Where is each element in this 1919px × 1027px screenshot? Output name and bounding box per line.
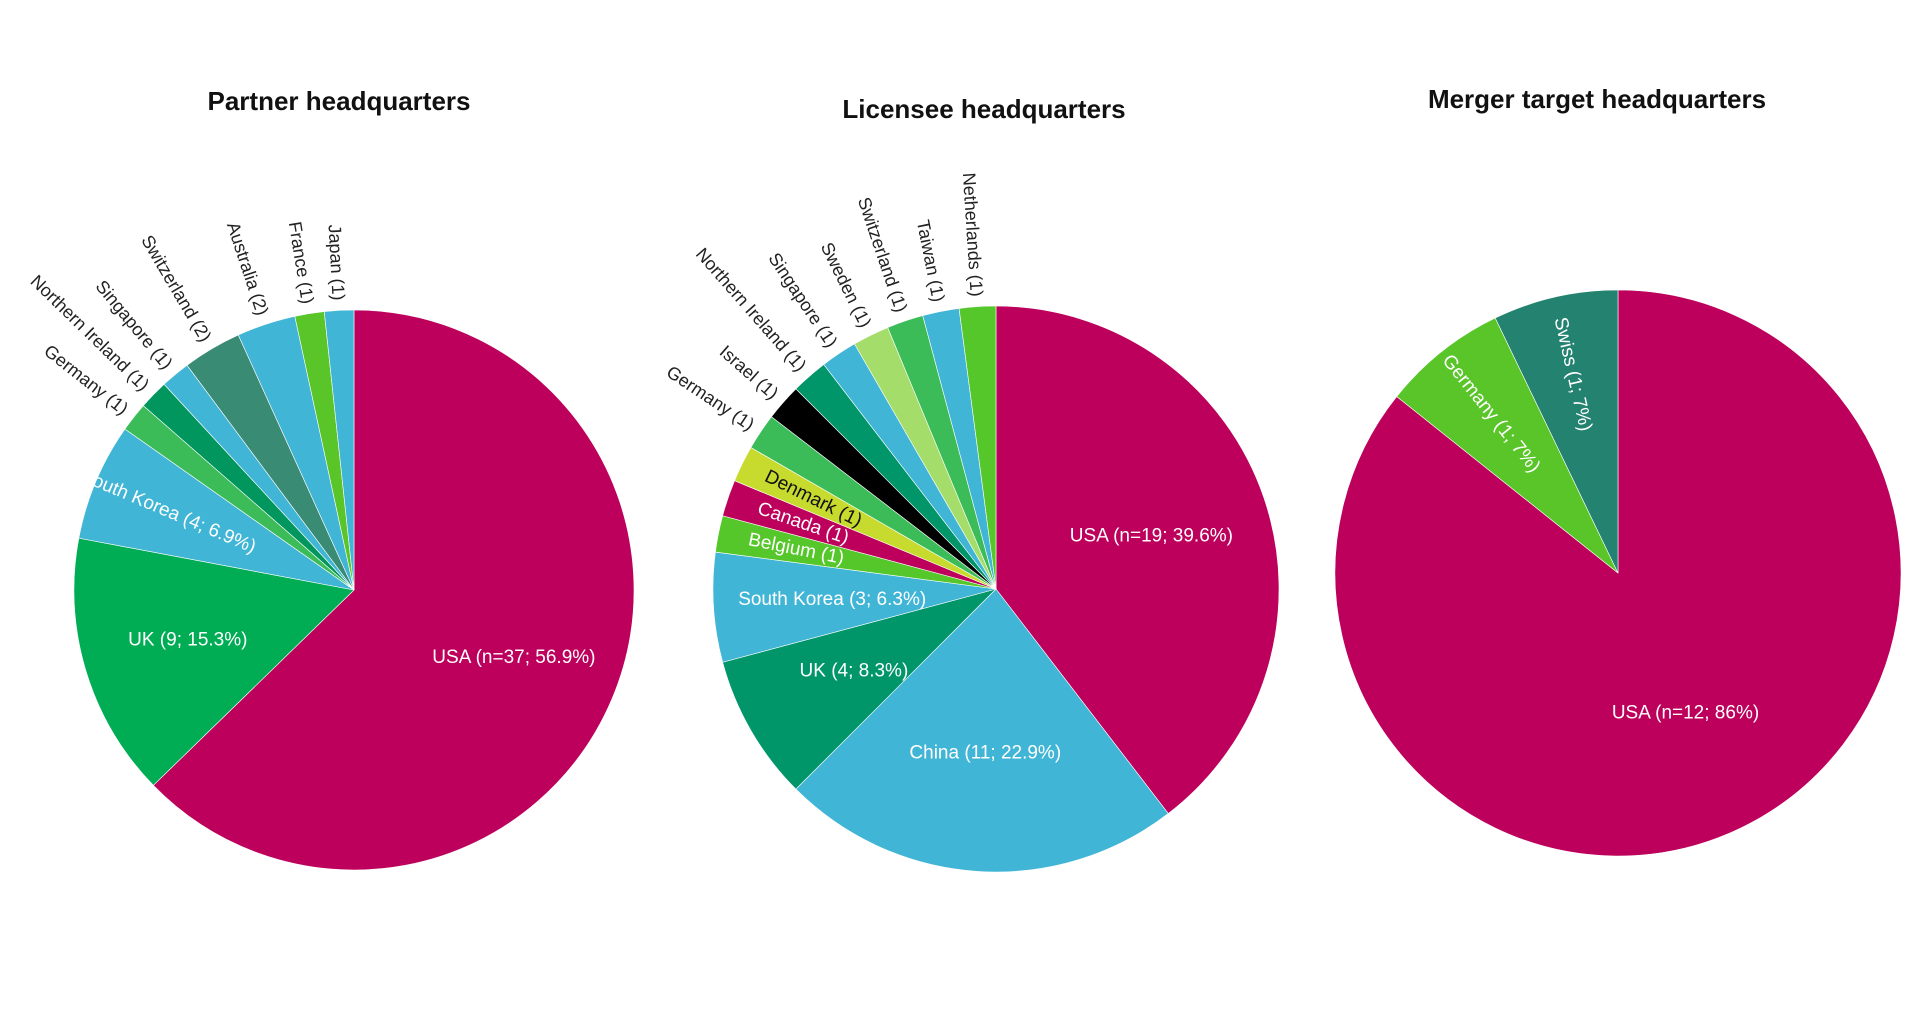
slice-label-australia: Australia (2) (223, 219, 272, 317)
pie-slice-uk (73, 537, 355, 786)
slice-label-israel: Israel (1) (716, 341, 783, 403)
chart-title-licensee: Licensee headquarters (842, 94, 1125, 124)
slice-label-northern-ireland: Northern Ireland (1) (692, 244, 811, 375)
slice-label-japan: Japan (1) (325, 224, 349, 301)
slice-label-taiwan: Taiwan (1) (913, 218, 949, 303)
pie-licensee: USA (n=19; 39.6%) China (11; 22.9%) UK (4;… (663, 172, 1280, 873)
chart-title-merger: Merger target headquarters (1428, 84, 1766, 114)
slice-label-usa: USA (n=19; 39.6%) (1070, 526, 1233, 547)
pie-slice-netherlands (958, 305, 997, 590)
slice-label-uk: UK (4; 8.3%) (800, 661, 909, 682)
slice-label-south-korea: South Korea (3; 6.3%) (738, 589, 926, 610)
slice-label-china: China (11; 22.9%) (909, 742, 1061, 763)
pie-merger: USA (n=12; 86%)Germany (1; 7%) Swiss (1; … (1334, 289, 1902, 857)
slice-label-france: France (1) (285, 220, 318, 305)
pie-slice-usa (152, 309, 635, 871)
slice-label-netherlands: Netherlands (1) (959, 172, 987, 297)
pie-slice-swiss (1494, 289, 1619, 574)
slice-label-uk: UK (9; 15.3%) (128, 630, 247, 651)
pie-slice-south-korea (78, 428, 355, 591)
pie-partner: USA (n=37; 56.9%)UK (9; 15.3%)South Kore… (27, 219, 635, 871)
pie-slice-usa (995, 305, 1280, 814)
pie-slice-uk (722, 588, 998, 790)
slice-label-usa: USA (n=12; 86%) (1612, 703, 1759, 724)
pie-slice-china (795, 588, 1169, 873)
chart-title-partner: Partner headquarters (208, 86, 471, 116)
slice-label-usa: USA (n=37; 56.9%) (432, 647, 595, 668)
pie-slice-japan (323, 309, 355, 591)
pie-slice-germany (1396, 317, 1619, 574)
